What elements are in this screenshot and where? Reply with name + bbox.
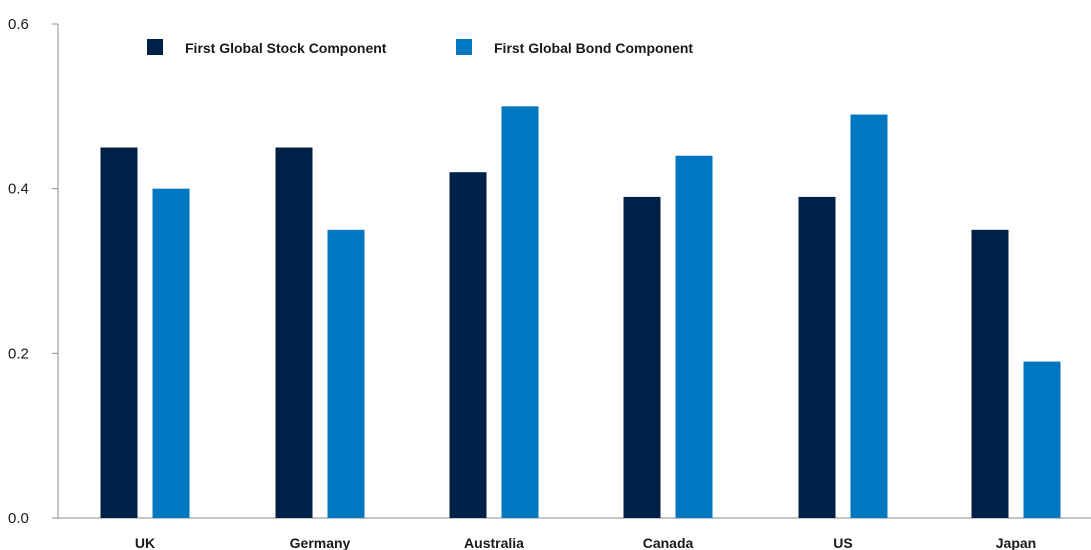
y-tick-label: 0.2 [8, 345, 29, 362]
x-tick-label: Australia [464, 535, 524, 550]
y-tick-label: 0.4 [8, 181, 29, 198]
bar-uk-series-2 [152, 188, 190, 518]
x-tick-label: Japan [996, 535, 1036, 550]
y-tick-label: 0.6 [8, 16, 29, 33]
chart-bars [100, 106, 1061, 519]
bar-australia-series-2 [501, 106, 539, 518]
chart-legend: First Global Stock Component First Global… [147, 39, 693, 56]
y-tick-label: 0.0 [8, 510, 29, 527]
legend-label-series-2: First Global Bond Component [494, 40, 693, 56]
bar-us-series-1 [798, 196, 836, 518]
bar-uk-series-1 [100, 147, 138, 518]
bar-japan-series-2 [1023, 361, 1061, 518]
x-tick-label: UK [135, 535, 155, 550]
legend-swatch-series-2 [456, 39, 472, 55]
bar-canada-series-1 [623, 196, 661, 518]
chart-axes: 0.0 0.2 0.4 0.6 UK Germany Australia Canada US Ja… [8, 16, 1091, 550]
legend-label-series-1: First Global Stock Component [185, 40, 387, 56]
bar-australia-series-1 [449, 172, 487, 518]
bar-germany-series-2 [327, 229, 365, 519]
legend-swatch-series-1 [147, 39, 163, 55]
x-tick-label: Germany [290, 535, 351, 550]
x-tick-label: Canada [643, 535, 694, 550]
bar-japan-series-1 [971, 229, 1009, 519]
x-tick-label: US [833, 535, 852, 550]
bar-canada-series-2 [675, 155, 713, 518]
bar-germany-series-1 [275, 147, 313, 518]
bar-us-series-2 [850, 114, 888, 519]
